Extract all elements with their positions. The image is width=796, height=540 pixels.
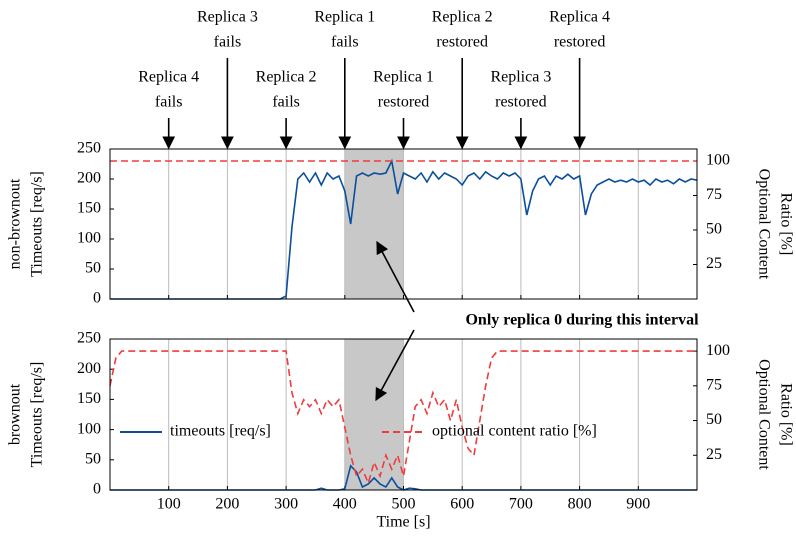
y2-tick-label: 75 [706, 376, 722, 393]
y-tick-label: 100 [77, 420, 101, 437]
shaded-interval [344, 339, 404, 490]
x-tick-label: 700 [509, 496, 533, 513]
note-text: Only replica 0 during this interval [465, 312, 699, 329]
y2-tick-label: 75 [706, 186, 722, 203]
annotation-text: fails [214, 34, 242, 51]
annotation-text: fails [272, 94, 300, 111]
y-tick-label: 100 [77, 230, 101, 247]
annotation-text: Replica 1 [314, 9, 375, 26]
note-background [425, 309, 739, 333]
row-label: brownout [7, 383, 24, 445]
y-tick-label: 0 [93, 481, 101, 498]
y2-axis-label: Optional Content [755, 359, 772, 470]
annotation-text: fails [155, 94, 183, 111]
x-tick-label: 100 [157, 496, 181, 513]
legend-label: optional content ratio [%] [432, 423, 597, 440]
x-tick-label: 200 [215, 496, 239, 513]
annotation-text: Replica 2 [432, 9, 493, 26]
x-tick-label: 400 [333, 496, 357, 513]
y-tick-label: 50 [85, 260, 101, 277]
y-tick-label: 200 [77, 360, 101, 377]
x-tick-label: 600 [450, 496, 474, 513]
y-tick-label: 150 [77, 200, 101, 217]
annotation-text: Replica 1 [373, 69, 434, 86]
y2-tick-label: 100 [706, 342, 730, 359]
series-line [109, 350, 697, 486]
annotation-text: restored [378, 94, 430, 111]
legend-label: timeouts [req/s] [170, 423, 271, 440]
plot-frame [109, 338, 698, 491]
annotation-text: Replica 3 [197, 9, 258, 26]
y-tick-label: 250 [77, 140, 101, 157]
y2-tick-label: 25 [706, 446, 722, 463]
y2-tick-label: 50 [706, 221, 722, 238]
y2-axis-label: Optional Content [755, 169, 772, 280]
annotation-text: restored [495, 94, 547, 111]
y-axis-label: Timeouts [req/s] [29, 362, 46, 468]
x-axis-label: Time [s] [376, 514, 430, 531]
y2-axis-label: Ratio [%] [777, 193, 794, 256]
annotation-text: Replica 4 [138, 69, 199, 86]
y-tick-label: 150 [77, 390, 101, 407]
x-tick-label: 900 [626, 496, 650, 513]
annotation-text: fails [331, 34, 359, 51]
x-tick-label: 300 [274, 496, 298, 513]
annotation-text: Replica 2 [256, 69, 317, 86]
y2-tick-label: 100 [706, 152, 730, 169]
x-tick-label: 800 [568, 496, 592, 513]
note-arrow [376, 240, 415, 313]
y-tick-label: 250 [77, 330, 101, 347]
row-label: non-brownout [7, 178, 24, 269]
y2-tick-label: 25 [706, 255, 722, 272]
y-tick-label: 0 [93, 290, 101, 307]
annotation-text: restored [436, 34, 488, 51]
note-arrow [375, 329, 415, 402]
annotation-text: Replica 4 [549, 9, 610, 26]
y-axis-label: Timeouts [req/s] [29, 171, 46, 277]
x-tick-label: 500 [392, 496, 416, 513]
y-tick-label: 50 [85, 450, 101, 467]
annotation-text: restored [554, 34, 606, 51]
y2-tick-label: 50 [706, 411, 722, 428]
y2-axis-label: Ratio [%] [777, 383, 794, 446]
y-tick-label: 200 [77, 170, 101, 187]
annotation-text: Replica 3 [490, 69, 551, 86]
